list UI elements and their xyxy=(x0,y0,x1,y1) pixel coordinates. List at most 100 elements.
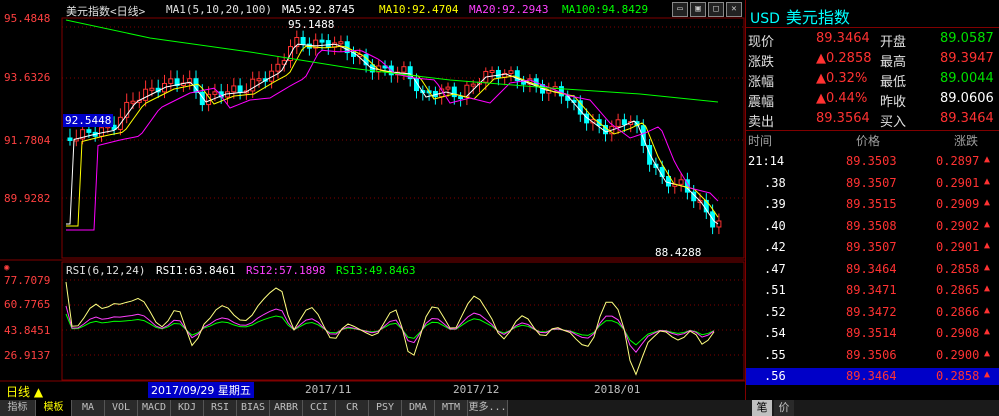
tick-change: 0.2858 xyxy=(936,369,980,383)
panel-tab-price[interactable]: 价 xyxy=(774,400,794,416)
tick-change: 0.2865 xyxy=(936,283,980,297)
tick-row[interactable]: .51 89.3471 0.2865 ▲ xyxy=(746,282,999,299)
quote-value: 89.0587 xyxy=(940,31,994,46)
quote-row: 涨跌 ▲0.2858 最高 89.3947 xyxy=(746,49,999,70)
tick-row[interactable]: .54 89.3514 0.2908 ▲ xyxy=(746,325,999,342)
rsi-label[interactable]: RSI(6,12,24) xyxy=(66,264,146,277)
quote-label: 涨跌 xyxy=(748,55,775,70)
tick-time: 21:14 xyxy=(748,154,785,168)
quote-value: 89.3464 xyxy=(816,31,870,46)
price-chart[interactable] xyxy=(0,0,745,400)
tick-time: .42 xyxy=(764,240,786,254)
minimize-icon[interactable]: ▭ xyxy=(672,2,688,17)
tick-row[interactable]: .40 89.3508 0.2902 ▲ xyxy=(746,218,999,235)
cursor-price-badge: 92.5448 xyxy=(63,114,114,127)
tick-row[interactable]: .52 89.3472 0.2866 ▲ xyxy=(746,304,999,321)
period-selector[interactable]: 日线 ▲ xyxy=(6,385,44,399)
tab-kdj[interactable]: KDJ xyxy=(171,400,204,416)
quote-value: ▲0.2858 xyxy=(816,51,872,66)
price-axis-label: 89.9282 xyxy=(4,192,51,205)
quote-value: 89.3947 xyxy=(940,51,994,66)
tab-rsi[interactable]: RSI xyxy=(204,400,237,416)
maximize-icon[interactable]: □ xyxy=(708,2,724,17)
tab-more[interactable]: 更多... xyxy=(468,400,508,416)
quote-value: 89.0606 xyxy=(940,91,994,106)
tick-change: 0.2908 xyxy=(936,326,980,340)
tab-psy[interactable]: PSY xyxy=(369,400,402,416)
quote-label: 涨幅 xyxy=(748,75,775,90)
ma-indicator-label[interactable]: MA1(5,10,20,100) xyxy=(166,3,272,16)
tab-bias[interactable]: BIAS xyxy=(237,400,270,416)
high-annotation: 95.1488 xyxy=(288,18,335,31)
up-arrow-icon: ▲ xyxy=(984,304,991,316)
ma5-value: MA5:92.8745 xyxy=(282,3,355,16)
up-arrow-icon: ▲ xyxy=(984,218,991,230)
tick-time: .47 xyxy=(764,261,786,276)
tick-time: .38 xyxy=(764,175,786,190)
tick-row[interactable]: .56 89.3464 0.2858 ▲ xyxy=(746,368,999,385)
tick-price: 89.3503 xyxy=(846,154,897,168)
tick-row[interactable]: .55 89.3506 0.2900 ▲ xyxy=(746,347,999,364)
ma100-value: MA100:94.8429 xyxy=(562,3,649,16)
up-arrow-icon: ▲ xyxy=(984,369,991,380)
tab-mtm[interactable]: MTM xyxy=(435,400,468,416)
tab-vol[interactable]: VOL xyxy=(105,400,138,416)
quote-label: 买入 xyxy=(880,115,907,130)
tick-time: .56 xyxy=(764,369,786,383)
chart-area[interactable]: 美元指数<日线> MA1(5,10,20,100) MA5:92.8745 MA… xyxy=(0,0,745,400)
ma10-value: MA10:92.4704 xyxy=(379,3,459,16)
tick-change: 0.2902 xyxy=(936,218,980,233)
quote-label: 最低 xyxy=(880,75,907,90)
tick-row[interactable]: .38 89.3507 0.2901 ▲ xyxy=(746,175,999,192)
tick-change: 0.2866 xyxy=(936,304,980,319)
tab-cr[interactable]: CR xyxy=(336,400,369,416)
quote-value: ▲0.44% xyxy=(816,91,868,106)
tick-time: .54 xyxy=(764,326,786,340)
tab-dma[interactable]: DMA xyxy=(402,400,435,416)
tick-price: 89.3508 xyxy=(846,218,897,233)
tick-row[interactable]: .39 89.3515 0.2909 ▲ xyxy=(746,196,999,213)
tick-change: 0.2909 xyxy=(936,197,980,211)
tab-cci[interactable]: CCI xyxy=(303,400,336,416)
quote-label: 震幅 xyxy=(748,95,775,110)
rsi-axis-label: 43.8451 xyxy=(4,324,51,337)
indicator-tabs: 指标 模板 MA VOL MACD KDJ RSI BIAS ARBR CCI CR PSY DMA MT… xyxy=(0,400,999,416)
month-label: 2018/01 xyxy=(594,383,641,396)
tick-row[interactable]: .47 89.3464 0.2858 ▲ xyxy=(746,261,999,278)
symbol-code: USD xyxy=(750,11,780,27)
panel-tab-trades[interactable]: 笔 xyxy=(752,400,772,416)
tick-price: 89.3464 xyxy=(846,369,897,383)
quote-row: 现价 89.3464 开盘 89.0587 xyxy=(746,29,999,50)
tab-template[interactable]: 模板 xyxy=(36,400,72,416)
close-icon[interactable]: ✕ xyxy=(726,2,742,17)
rsi-settings-icon[interactable]: ◉ xyxy=(4,263,10,273)
tab-macd[interactable]: MACD xyxy=(138,400,171,416)
tick-price: 89.3464 xyxy=(846,261,897,276)
tick-time: .40 xyxy=(764,218,786,233)
tick-price: 89.3507 xyxy=(846,240,897,254)
up-arrow-icon: ▲ xyxy=(984,175,991,187)
tab-ma[interactable]: MA xyxy=(72,400,105,416)
tick-change: 0.2897 xyxy=(936,154,980,168)
quote-value: ▲0.32% xyxy=(816,71,868,86)
tick-time: .39 xyxy=(764,197,786,211)
quote-value: 89.3464 xyxy=(940,111,994,126)
tab-indicator[interactable]: 指标 xyxy=(0,400,36,416)
price-axis-label: 93.6326 xyxy=(4,71,51,84)
quote-label: 昨收 xyxy=(880,95,907,110)
tick-change: 0.2900 xyxy=(936,347,980,362)
quote-label: 卖出 xyxy=(748,115,775,130)
tick-price: 89.3506 xyxy=(846,347,897,362)
ticks-header: 时间 价格 涨跌 xyxy=(748,134,979,148)
tick-row[interactable]: 21:14 89.3503 0.2897 ▲ xyxy=(746,153,999,170)
tick-price: 89.3472 xyxy=(846,304,897,319)
tick-row[interactable]: .42 89.3507 0.2901 ▲ xyxy=(746,239,999,256)
up-arrow-icon: ▲ xyxy=(984,240,991,251)
up-arrow-icon: ▲ xyxy=(984,197,991,208)
tab-arbr[interactable]: ARBR xyxy=(270,400,303,416)
restore-icon[interactable]: ▣ xyxy=(690,2,706,17)
quote-label: 开盘 xyxy=(880,35,907,50)
month-label: 2017/12 xyxy=(453,383,500,396)
tick-time: .52 xyxy=(764,304,786,319)
tick-price: 89.3471 xyxy=(846,283,897,297)
